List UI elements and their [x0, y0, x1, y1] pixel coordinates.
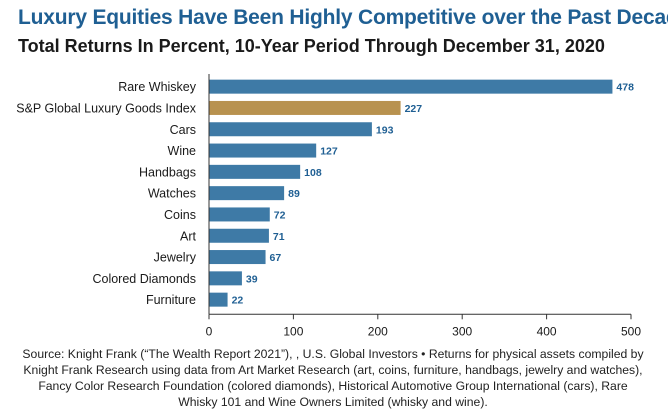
bar [209, 250, 266, 265]
category-label: Jewelry [154, 251, 197, 265]
x-tick-label: 100 [283, 324, 303, 338]
category-label: Wine [168, 144, 197, 158]
x-tick-label: 400 [537, 324, 557, 338]
category-label: Colored Diamonds [92, 272, 196, 286]
value-label: 89 [288, 188, 300, 200]
value-label: 108 [304, 167, 322, 179]
category-label: Art [180, 229, 197, 243]
value-label: 227 [405, 103, 423, 115]
bar [209, 292, 228, 307]
value-label: 39 [246, 273, 258, 285]
bar [209, 100, 401, 115]
category-label: Watches [148, 187, 196, 201]
bar [209, 143, 317, 158]
bar [209, 122, 372, 137]
x-tick-label: 500 [621, 324, 641, 338]
category-label: Furniture [146, 293, 196, 307]
chart-subtitle: Total Returns In Percent, 10-Year Period… [18, 36, 605, 56]
x-tick-label: 300 [452, 324, 472, 338]
x-tick-label: 200 [368, 324, 388, 338]
bar [209, 271, 242, 286]
value-label: 127 [320, 146, 338, 158]
bar [209, 164, 301, 179]
bar [209, 228, 269, 243]
bar [209, 79, 613, 94]
chart-title: Luxury Equities Have Been Highly Competi… [18, 6, 668, 29]
bar-chart: Rare Whiskey 478 S&P Global Luxury Goods I… [16, 74, 641, 338]
value-label: 193 [376, 124, 394, 136]
category-label: Handbags [139, 165, 196, 179]
value-label: 72 [274, 209, 286, 221]
source-footnote: Source: Knight Frank (“The Wealth Report… [22, 347, 644, 409]
value-label: 67 [270, 252, 282, 264]
value-label: 71 [273, 231, 285, 243]
bar [209, 186, 285, 201]
category-label: Rare Whiskey [118, 80, 197, 94]
category-label: Cars [170, 123, 196, 137]
category-label: Coins [164, 208, 196, 222]
value-label: 22 [232, 295, 244, 307]
x-tick-label: 0 [206, 324, 213, 338]
value-label: 478 [616, 82, 634, 94]
category-label: S&P Global Luxury Goods Index [16, 101, 196, 115]
bar [209, 207, 270, 222]
